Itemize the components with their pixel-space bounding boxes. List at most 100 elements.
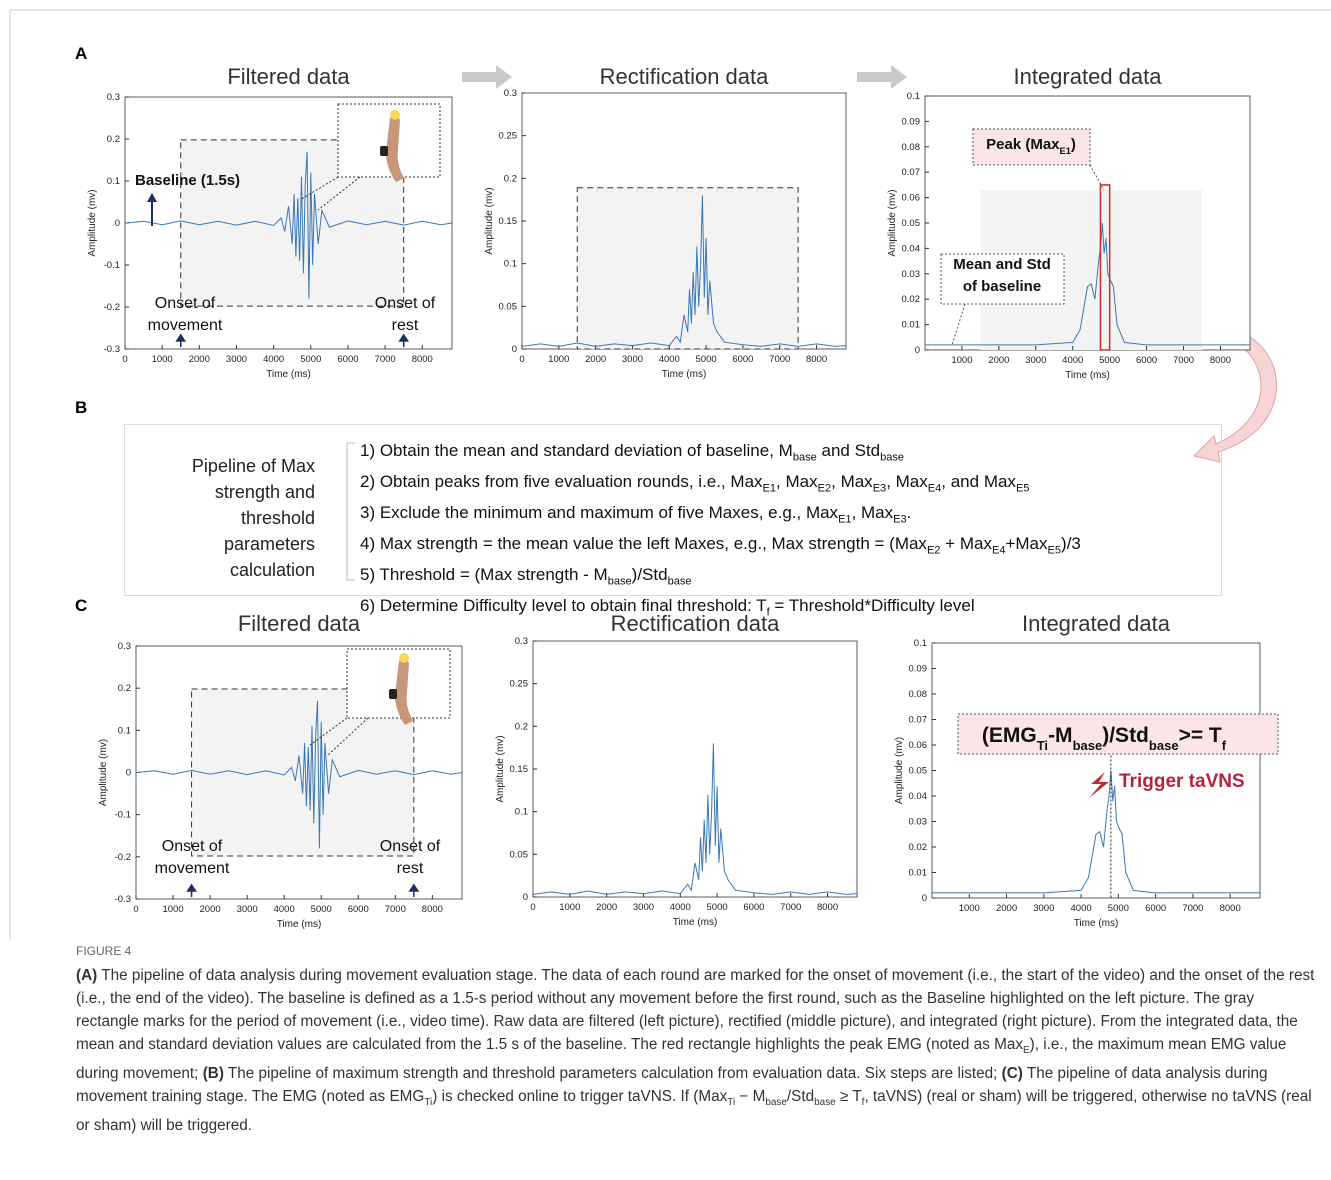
signal-line xyxy=(925,222,1250,346)
x-tick-label: 4000 xyxy=(659,354,680,365)
y-tick-label: 0.15 xyxy=(510,764,529,775)
x-axis-label: Time (ms) xyxy=(662,369,707,380)
subscript: base xyxy=(1149,738,1179,753)
curved-arrow xyxy=(1193,335,1277,463)
annotation: movement xyxy=(155,860,230,877)
chart: Integrated data 0 0.01 0.02 0.03 0.04 0.05 0.06… xyxy=(894,611,1279,929)
text-run: , Max xyxy=(831,471,873,491)
subscript: E1 xyxy=(762,482,777,495)
subscript: E xyxy=(1023,1045,1030,1057)
text-run: Peak (Max xyxy=(986,136,1060,153)
y-tick-label: -0.1 xyxy=(104,260,120,271)
x-axis-label: Time (ms) xyxy=(1065,370,1110,381)
annotation-shape xyxy=(317,176,361,211)
y-tick-label: 0.06 xyxy=(909,740,928,751)
subscript: base xyxy=(1073,738,1103,753)
pipeline-title: Pipeline of Max strength and threshold p… xyxy=(191,456,315,580)
text-run: and Std xyxy=(816,441,881,460)
x-tick-label: 7000 xyxy=(769,354,790,365)
annotation: Onset of xyxy=(162,838,223,855)
y-tick-label: 0.08 xyxy=(909,689,928,700)
y-tick-label: 0.2 xyxy=(118,683,131,694)
subscript: f xyxy=(861,1097,865,1109)
y-tick-label: 0.25 xyxy=(510,679,529,690)
panel-label: A xyxy=(75,44,87,63)
text-run: + Max xyxy=(940,533,992,553)
x-tick-label: 8000 xyxy=(1210,355,1231,366)
annotation: Mean and Std xyxy=(953,256,1051,273)
subscript: Ti xyxy=(1037,738,1048,753)
text-run: The pipeline of maximum strength and thr… xyxy=(223,1065,1002,1083)
x-tick-label: 6000 xyxy=(1145,903,1166,914)
panel-label: C xyxy=(75,596,87,615)
x-tick-label: 1000 xyxy=(548,354,569,365)
x-axis-label: Time (ms) xyxy=(266,369,311,380)
x-tick-label: 3000 xyxy=(633,902,654,913)
x-tick-label: 1000 xyxy=(959,903,980,914)
signal-line xyxy=(135,700,463,849)
electrode xyxy=(389,689,397,699)
text-run: , taVNS) (real or sham) will be triggere… xyxy=(76,1088,1312,1135)
pipeline-step: 6) Determine Difficulty level to obtain … xyxy=(360,594,1081,625)
subscript: base xyxy=(814,1097,836,1109)
x-tick-label: 7000 xyxy=(1182,903,1203,914)
y-tick-label: 0.05 xyxy=(909,766,928,777)
x-tick-label: 7000 xyxy=(1173,355,1194,366)
bold-run: (C) xyxy=(1001,1065,1023,1083)
x-tick-label: 3000 xyxy=(1033,903,1054,914)
y-tick-label: 0 xyxy=(126,768,131,779)
x-tick-label: 3000 xyxy=(1025,355,1046,366)
text-run: 6) Determine Difficulty level to obtain … xyxy=(360,595,767,615)
y-tick-label: 0.08 xyxy=(902,142,921,153)
x-axis-label: Time (ms) xyxy=(277,919,322,930)
subscript: E3 xyxy=(893,513,907,526)
y-tick-label: 0 xyxy=(115,218,120,229)
onset-arrow xyxy=(186,883,197,897)
chart-title: Filtered data xyxy=(238,611,361,636)
subscript: f xyxy=(766,606,770,619)
caption: FIGURE 4 (A) The pipeline of data analys… xyxy=(76,944,1316,1137)
subscript: E4 xyxy=(991,544,1006,557)
x-tick-label: 5000 xyxy=(300,354,321,365)
annotation: rest xyxy=(397,860,424,877)
x-tick-label: 4000 xyxy=(1071,903,1092,914)
onset-arrow xyxy=(398,333,410,347)
subscript: Ti xyxy=(424,1097,433,1109)
chart: Filtered data -0.3 -0.2 -0.1 0 0.1 0.2 0.3 0 1000… xyxy=(98,611,463,930)
chart-title: Rectification data xyxy=(600,64,770,89)
x-tick-label: 1000 xyxy=(162,904,183,915)
chart: Filtered data -0.3 -0.2 -0.1 0 0.1 0.2 0.3 0 1000… xyxy=(87,64,453,380)
y-tick-label: 0.07 xyxy=(902,167,921,178)
bold-run: (B) xyxy=(202,1065,224,1083)
annotation-shape xyxy=(951,303,966,346)
pipeline-step: 3) Exclude the minimum and maximum of fi… xyxy=(360,501,1081,532)
y-axis-label: Amplitude (mv) xyxy=(894,737,905,804)
x-tick-label: 5000 xyxy=(1099,355,1120,366)
y-tick-label: -0.2 xyxy=(115,852,131,863)
pipeline-box: Pipeline of Max strength and threshold p… xyxy=(124,424,1222,618)
x-tick-label: 0 xyxy=(519,354,524,365)
x-axis-label: Time (ms) xyxy=(673,917,718,928)
y-tick-label: 0.15 xyxy=(499,216,518,227)
figure: A B C Filtered data -0.3 -0.2 -0.1 0 0.1 0.2 0.… xyxy=(9,9,1331,940)
y-tick-label: 0.04 xyxy=(909,791,928,802)
annotation: Baseline (1.5s) xyxy=(135,172,240,189)
y-axis-label: Amplitude (mv) xyxy=(87,189,98,256)
x-tick-label: 0 xyxy=(530,902,535,913)
subscript: base xyxy=(765,1097,787,1109)
flow-arrow xyxy=(857,65,907,89)
x-tick-label: 7000 xyxy=(385,904,406,915)
onset-arrow xyxy=(408,883,420,897)
x-tick-label: 4000 xyxy=(274,904,295,915)
y-tick-label: 0 xyxy=(512,344,517,355)
finger-tip xyxy=(399,653,409,663)
text-run: )/Std xyxy=(1102,724,1149,747)
finger-icon xyxy=(389,653,413,725)
text-run: ) is checked online to trigger taVNS. If… xyxy=(432,1088,728,1106)
y-tick-label: 0.1 xyxy=(118,725,131,736)
x-tick-label: 2000 xyxy=(200,904,221,915)
text-run: 1) Obtain the mean and standard deviatio… xyxy=(360,441,793,460)
x-tick-label: 2000 xyxy=(585,354,606,365)
annotation: Onset of xyxy=(380,838,441,855)
annotation-shape xyxy=(1089,164,1105,191)
